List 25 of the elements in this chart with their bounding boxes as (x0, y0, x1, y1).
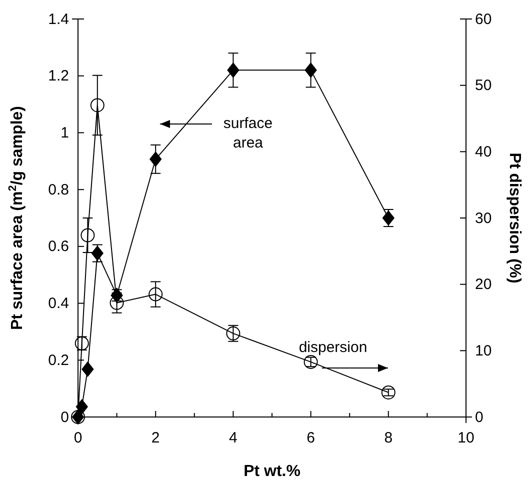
y-tick-label: 1.2 (48, 68, 69, 85)
y-tick-label: 0.4 (48, 295, 69, 312)
y-tick-label: 0.2 (48, 352, 69, 369)
y-tick-label: 0.6 (48, 238, 69, 256)
x-tick-label: 6 (306, 430, 315, 446)
x-tick-label: 0 (74, 430, 82, 446)
y2-tick-label: 10 (475, 342, 492, 360)
x-tick-label: 10 (458, 430, 474, 446)
y2-tick-label: 0 (475, 408, 484, 426)
y-tick-label: 0.8 (48, 181, 69, 198)
x-tick-label: 2 (151, 430, 160, 446)
y2-tick-label: 20 (475, 276, 492, 294)
annotation: dispersion (298, 339, 368, 356)
y2-tick-label: 40 (475, 143, 492, 160)
y2-axis-title: Pt dispersion (%) (506, 152, 523, 284)
x-tick-label: 4 (229, 430, 238, 446)
x-tick-label: 8 (384, 430, 393, 446)
y2-tick-label: 30 (475, 210, 492, 227)
y-tick-label: 1 (60, 124, 69, 142)
y2-tick-label: 60 (475, 10, 492, 28)
y-tick-label: 0 (60, 408, 69, 426)
y2-tick-label: 50 (475, 77, 492, 94)
y-tick-label: 1.4 (48, 10, 69, 28)
annotation: surface area (223, 115, 273, 152)
x-axis-title: Pt wt.% (244, 463, 300, 480)
